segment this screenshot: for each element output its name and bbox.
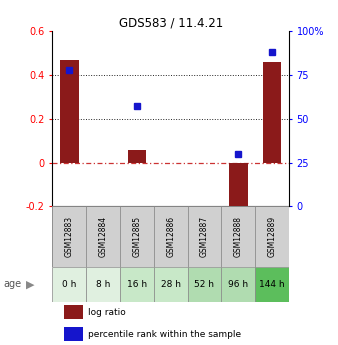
- Bar: [229, 162, 247, 213]
- Text: 96 h: 96 h: [228, 280, 248, 289]
- Text: GSM12889: GSM12889: [268, 216, 276, 257]
- Text: GSM12887: GSM12887: [200, 216, 209, 257]
- Text: GSM12885: GSM12885: [132, 216, 141, 257]
- Title: GDS583 / 11.4.21: GDS583 / 11.4.21: [119, 17, 223, 30]
- Bar: [221, 206, 255, 267]
- Text: ▶: ▶: [26, 279, 35, 289]
- Bar: [221, 267, 255, 302]
- Bar: [188, 267, 221, 302]
- Bar: [52, 206, 86, 267]
- Text: 0 h: 0 h: [62, 280, 76, 289]
- Text: log ratio: log ratio: [88, 308, 126, 317]
- Text: GSM12888: GSM12888: [234, 216, 243, 257]
- Text: 144 h: 144 h: [259, 280, 285, 289]
- Text: GSM12886: GSM12886: [166, 216, 175, 257]
- Bar: [64, 305, 83, 319]
- Text: 16 h: 16 h: [127, 280, 147, 289]
- Bar: [64, 327, 83, 341]
- Text: percentile rank within the sample: percentile rank within the sample: [88, 330, 241, 339]
- Text: GSM12884: GSM12884: [99, 216, 107, 257]
- Bar: [52, 267, 86, 302]
- Bar: [120, 206, 154, 267]
- Bar: [263, 62, 281, 162]
- Bar: [86, 267, 120, 302]
- Bar: [86, 206, 120, 267]
- Bar: [255, 267, 289, 302]
- Bar: [154, 267, 188, 302]
- Bar: [188, 206, 221, 267]
- Bar: [255, 206, 289, 267]
- Text: GSM12883: GSM12883: [65, 216, 74, 257]
- Bar: [60, 60, 78, 162]
- Bar: [154, 206, 188, 267]
- Bar: [128, 150, 146, 162]
- Text: age: age: [3, 279, 22, 289]
- Text: 28 h: 28 h: [161, 280, 181, 289]
- Bar: [120, 267, 154, 302]
- Text: 52 h: 52 h: [194, 280, 215, 289]
- Text: 8 h: 8 h: [96, 280, 110, 289]
